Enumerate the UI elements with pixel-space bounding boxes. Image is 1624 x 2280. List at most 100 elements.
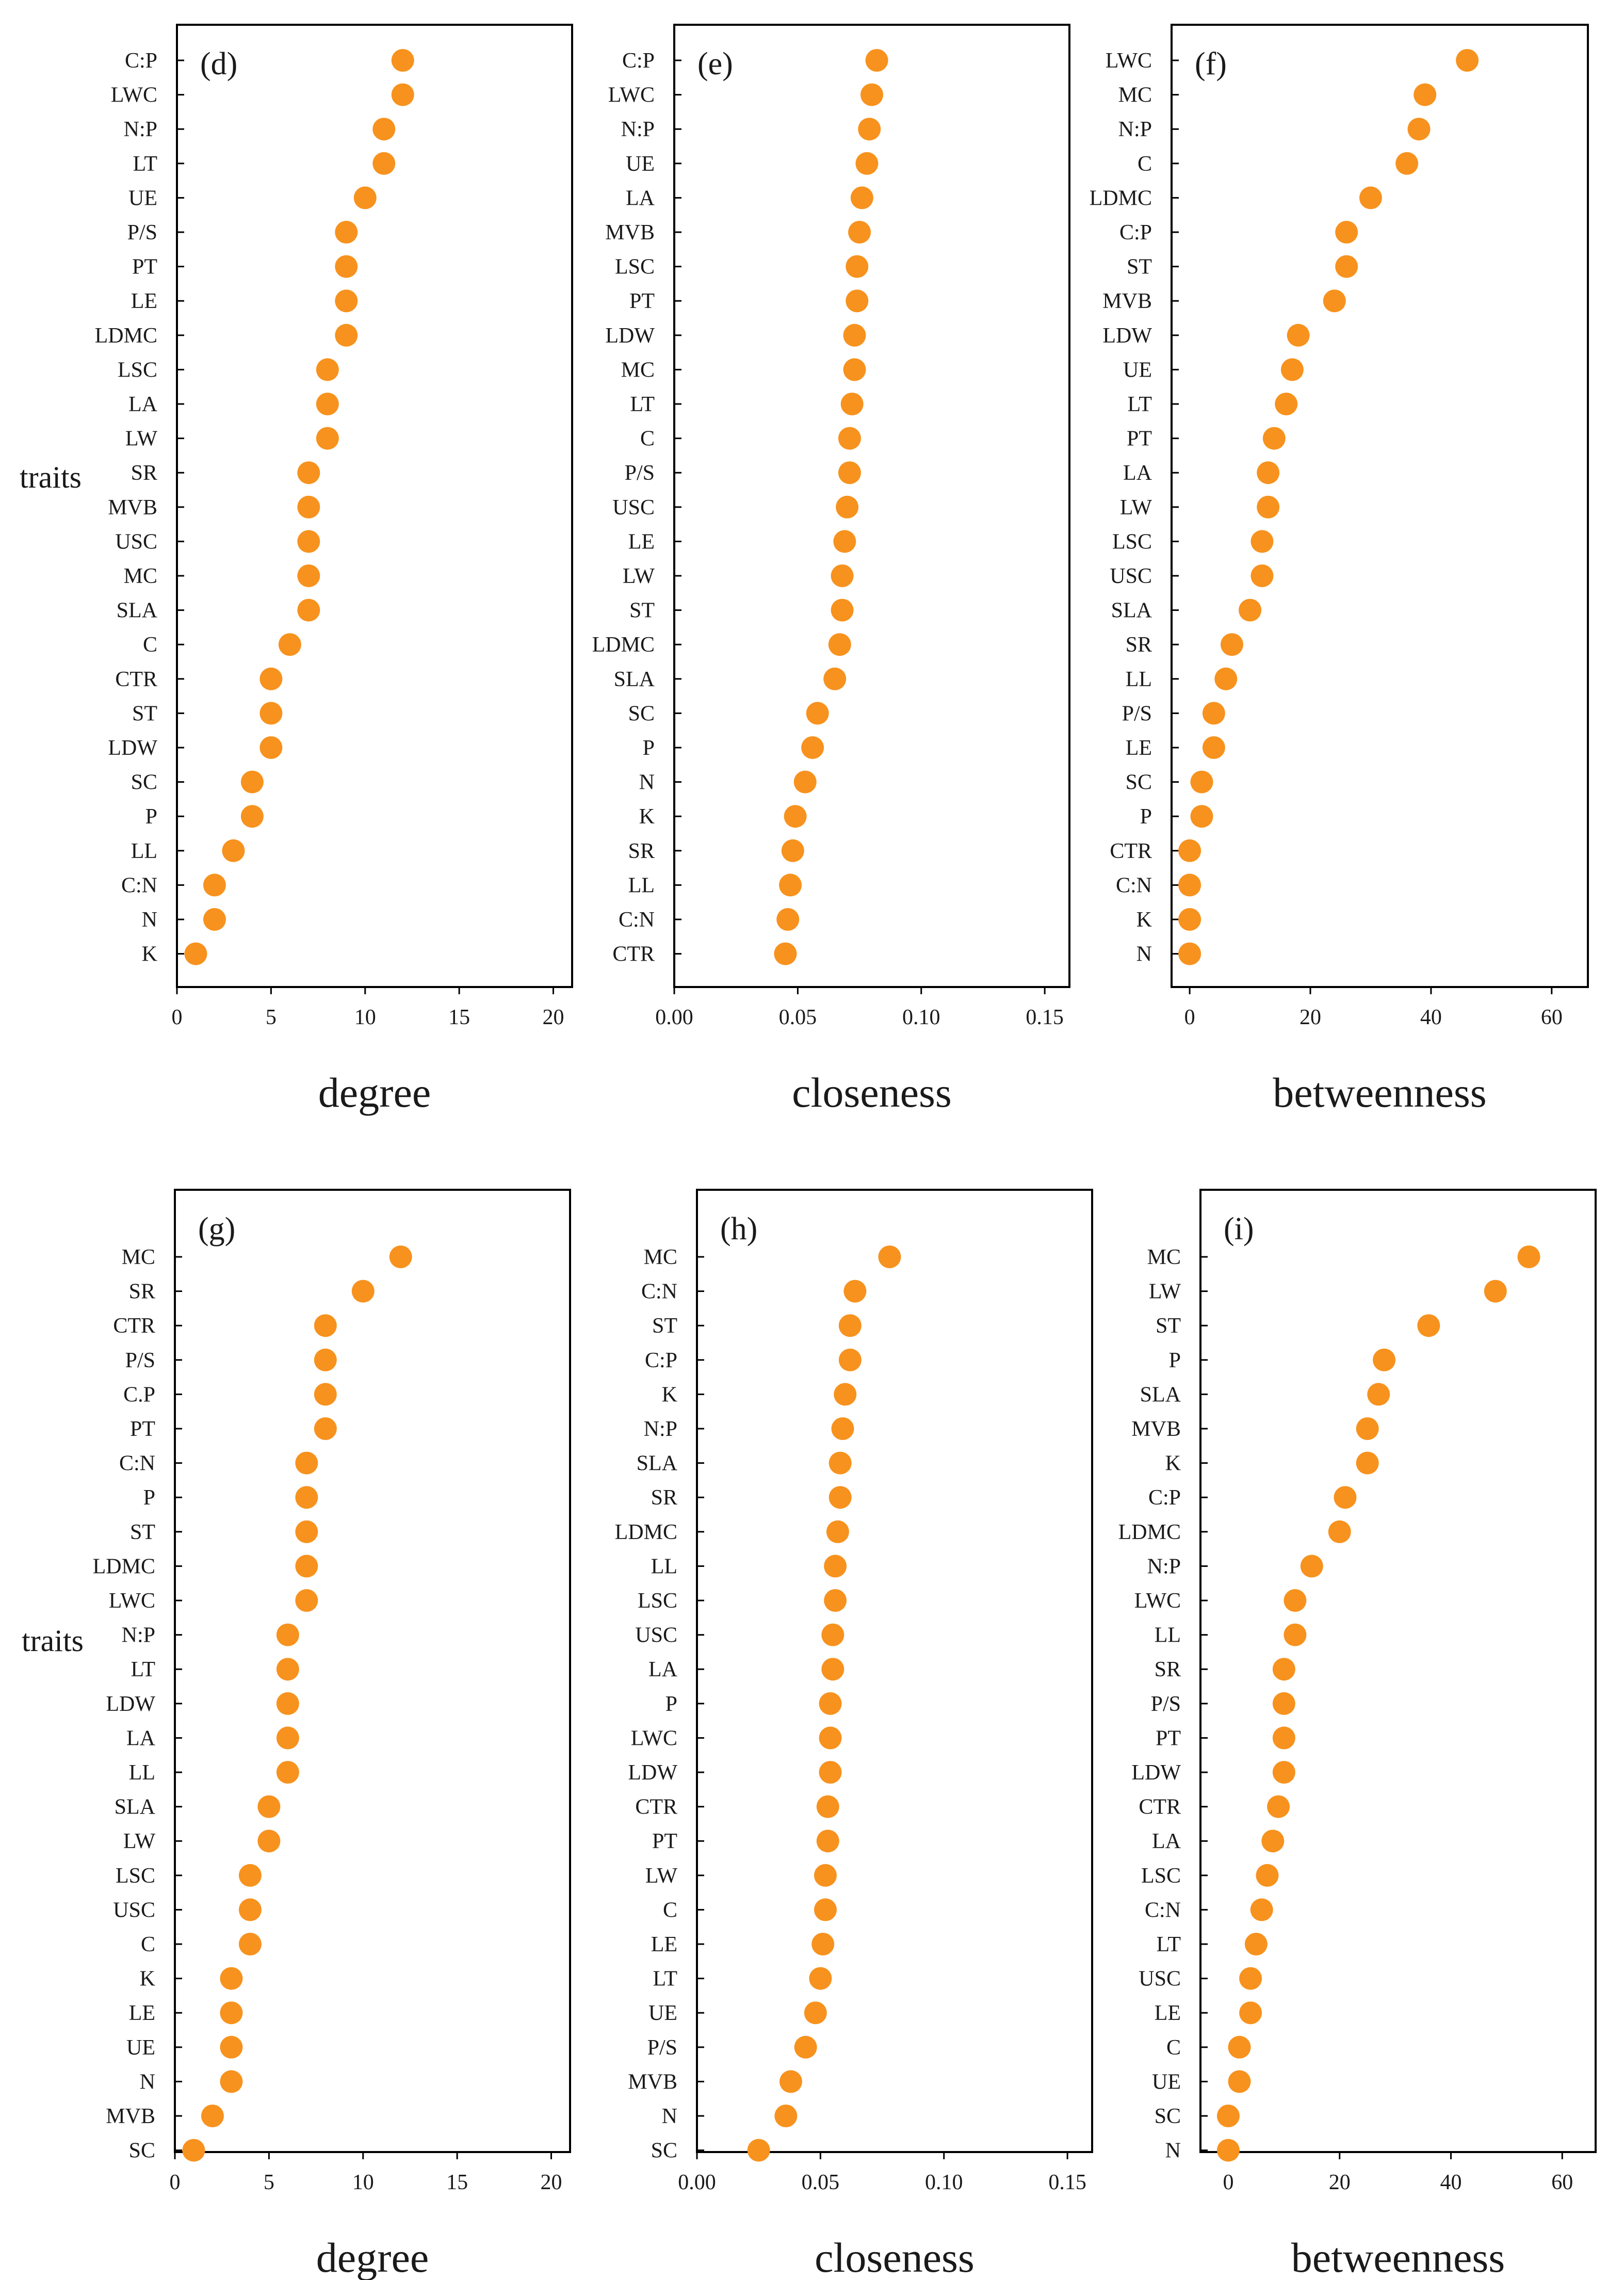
data-point xyxy=(1284,1589,1307,1612)
category-label: K xyxy=(662,1383,677,1406)
category-label: USC xyxy=(635,1624,677,1647)
category-label: P xyxy=(1140,805,1152,829)
category-label: LE xyxy=(1126,736,1152,760)
plot-frame xyxy=(1171,24,1589,988)
category-label: CTR xyxy=(1110,839,1152,863)
data-point xyxy=(295,1589,318,1612)
category-label: N xyxy=(662,2105,677,2128)
data-point xyxy=(1272,1692,1295,1715)
category-label: MC xyxy=(122,1246,155,1269)
data-point xyxy=(794,2035,817,2059)
category-label: SLA xyxy=(1140,1383,1181,1406)
category-label: PT xyxy=(130,1417,155,1441)
category-label: N:P xyxy=(124,118,157,141)
data-point xyxy=(774,2105,798,2127)
category-label: ST xyxy=(132,702,157,725)
panel-label: (d) xyxy=(200,46,237,82)
data-point xyxy=(353,186,377,209)
category-label: CTR xyxy=(113,1314,155,1338)
category-label: LW xyxy=(1120,496,1152,520)
data-point xyxy=(1517,1246,1540,1268)
data-point xyxy=(806,702,829,725)
data-point xyxy=(295,1486,318,1509)
category-label: N xyxy=(1136,943,1152,966)
x-tick-label: 15 xyxy=(448,1006,470,1029)
category-label: C:P xyxy=(1148,1486,1181,1510)
data-point xyxy=(821,1658,845,1681)
category-label: LW xyxy=(125,427,158,451)
data-point xyxy=(747,2139,770,2162)
category-label: LDW xyxy=(108,736,157,760)
category-label: LL xyxy=(1126,668,1152,691)
panel-label: (h) xyxy=(720,1211,757,1247)
data-point xyxy=(240,770,264,794)
category-label: P xyxy=(143,1486,155,1510)
category-label: SR xyxy=(131,461,157,485)
plot-frame xyxy=(176,24,573,988)
data-point xyxy=(297,599,320,622)
data-point xyxy=(843,1280,867,1303)
data-point xyxy=(316,358,339,381)
data-point xyxy=(259,702,283,725)
category-label: SC xyxy=(1126,771,1152,795)
category-label: MVB xyxy=(108,496,157,520)
data-point xyxy=(1251,564,1274,587)
category-label: N xyxy=(140,2070,155,2094)
data-point xyxy=(836,495,859,519)
x-tick-label: 60 xyxy=(1551,2171,1573,2194)
category-label: K xyxy=(1165,1452,1181,1476)
panel-h: (h)0.00 0.05 0.10 0.15closenessMCC:NSTC:PKN… xyxy=(615,1189,1093,2280)
plot-frame xyxy=(696,1189,1093,2153)
category-label: MVB xyxy=(106,2105,155,2128)
data-point xyxy=(278,633,301,656)
category-label: C.P xyxy=(123,1383,155,1406)
data-point xyxy=(316,427,339,450)
category-label: N xyxy=(1165,2139,1181,2163)
data-point xyxy=(238,1864,262,1887)
panel-g: (g) 0 5 10 15 20 degree MC SR CTR P/S C.P PT C:N P ST LD… xyxy=(22,1189,571,2280)
x-tick-label: 0.15 xyxy=(1026,1006,1064,1029)
category-label: LA xyxy=(1123,461,1152,485)
data-point xyxy=(372,152,396,175)
category-label: P/S xyxy=(125,1349,155,1372)
category-label: C:P xyxy=(1119,221,1152,245)
data-point xyxy=(1178,874,1201,897)
data-point xyxy=(843,358,866,381)
category-label: LT xyxy=(653,1967,677,1991)
category-label: LA xyxy=(1152,1830,1181,1853)
data-point xyxy=(855,152,879,175)
x-axis-label: degree xyxy=(318,1069,431,1116)
category-label: LSC xyxy=(638,1589,677,1613)
category-label: MVB xyxy=(1131,1417,1181,1441)
x-tick-label: 40 xyxy=(1440,2171,1461,2194)
x-tick-label: 20 xyxy=(543,1006,564,1029)
category-label: C xyxy=(141,1933,155,1956)
data-point xyxy=(838,427,861,450)
data-point xyxy=(1214,667,1238,690)
data-point xyxy=(220,1967,243,1990)
category-label: C:N xyxy=(121,874,157,897)
category-label: USC xyxy=(1139,1967,1181,1991)
category-label: USC xyxy=(115,530,157,554)
data-point xyxy=(295,1520,318,1543)
data-point xyxy=(1335,221,1358,244)
data-point xyxy=(201,2105,224,2127)
category-label: SLA xyxy=(614,668,655,691)
category-label: N:P xyxy=(1147,1555,1181,1578)
y-axis-label: traits xyxy=(22,1624,84,1658)
x-tick-label: 40 xyxy=(1420,1006,1442,1029)
data-point xyxy=(295,1555,318,1578)
x-tick-label: 0 xyxy=(170,2171,181,2194)
panel-i: (i) 0 20 40 60 betweenness MC LW ST P SLA MVB K C:P LD… xyxy=(1118,1189,1597,2280)
data-point xyxy=(1202,736,1225,759)
x-tick-label: 5 xyxy=(266,1006,277,1029)
data-point xyxy=(1417,1314,1440,1337)
data-point xyxy=(843,324,866,347)
data-point xyxy=(781,839,804,862)
data-point xyxy=(838,1348,862,1371)
data-point xyxy=(1395,152,1419,175)
data-point xyxy=(1407,118,1431,141)
category-label: N:P xyxy=(1118,118,1152,141)
category-label: SC xyxy=(1155,2105,1181,2128)
